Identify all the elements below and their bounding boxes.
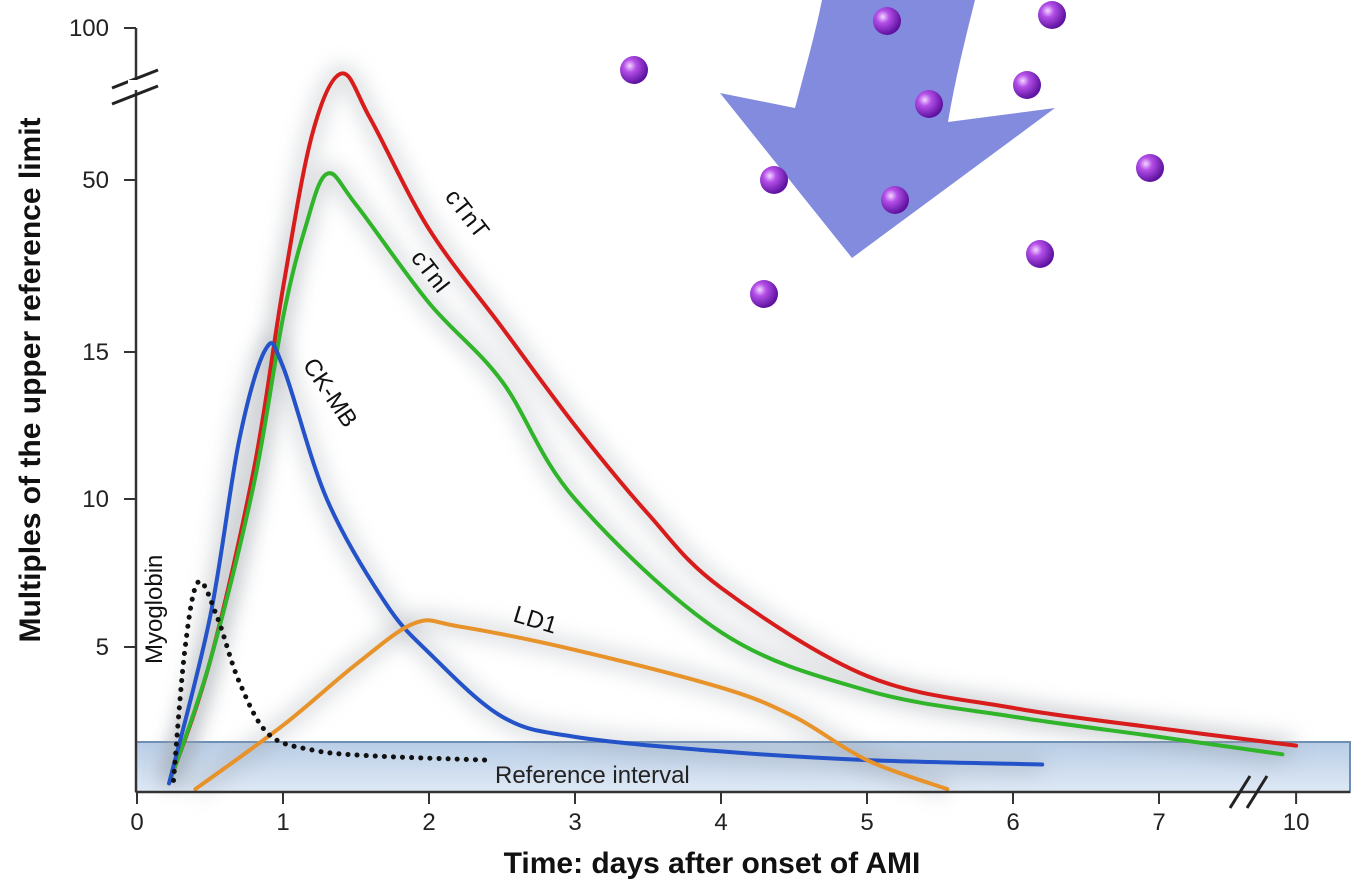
x-tick-label: 0	[130, 809, 143, 836]
x-tick-label: 4	[714, 809, 727, 836]
series-line-myoglobin	[171, 578, 490, 783]
molecule-icon	[760, 166, 788, 194]
x-tick-label: 3	[568, 809, 581, 836]
x-tick-label: 5	[860, 809, 873, 836]
molecule-icon	[915, 90, 943, 118]
series-line-ck-mb	[167, 341, 1045, 786]
molecule-icon	[1136, 154, 1164, 182]
y-axis-title: Multiples of the upper reference limit	[14, 117, 47, 642]
y-tick-label: 5	[96, 634, 109, 661]
x-axis-ticks: 0 1 2 3 4 5 6 7 10	[130, 792, 1309, 836]
reference-interval-label: Reference interval	[495, 762, 690, 789]
series-line-ctnt	[167, 71, 1299, 786]
molecule-icon	[1026, 240, 1054, 268]
y-axis-ticks: 5 10 15 50 100	[69, 15, 136, 661]
x-axis-title: Time: days after onset of AMI	[504, 847, 921, 880]
molecule-icon	[881, 186, 909, 214]
molecule-icon	[873, 7, 901, 35]
y-axis-break-icon	[111, 68, 159, 106]
molecule-icon	[620, 56, 648, 84]
series-label-ctnt: cTnT	[439, 184, 494, 244]
x-tick-label: 10	[1283, 809, 1310, 836]
y-tick-label: 10	[82, 486, 109, 513]
x-tick-label: 1	[276, 809, 289, 836]
molecule-dots	[620, 1, 1164, 308]
molecule-icon	[1038, 1, 1066, 29]
molecule-icon	[750, 280, 778, 308]
y-tick-label: 15	[82, 339, 109, 366]
release-arrow-icon	[720, 0, 1055, 258]
x-axis-break-icon	[1228, 775, 1269, 809]
molecule-icon	[1013, 71, 1041, 99]
series-label-myoglobin: Myoglobin	[141, 555, 168, 664]
series-line-ctni	[167, 171, 1285, 786]
x-tick-label: 2	[422, 809, 435, 836]
y-tick-label: 100	[69, 15, 109, 42]
x-tick-label: 6	[1006, 809, 1019, 836]
release-arrow-illustration	[720, 0, 1055, 258]
series-line-ld1	[193, 618, 950, 792]
x-tick-label: 7	[1152, 809, 1165, 836]
y-tick-label: 50	[82, 167, 109, 194]
